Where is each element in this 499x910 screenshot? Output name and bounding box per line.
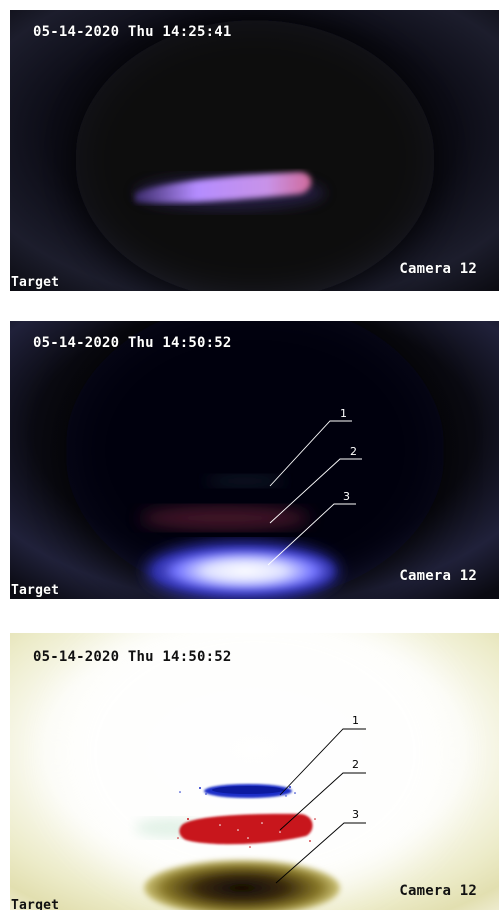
target-label: Target [11, 898, 60, 910]
camera-label: Camera 12 [399, 883, 477, 899]
camera-frame-3-processed: 1 2 3 05-14-2020 Thu 14:50:52 Camera 12 … [10, 633, 499, 910]
camera-frame-1: 05-14-2020 Thu 14:25:41 Camera 12 Target [10, 10, 499, 291]
timestamp: 05-14-2020 Thu 14:50:52 [33, 649, 232, 665]
blue-speckles [179, 786, 296, 797]
callout-line-1 [279, 728, 366, 796]
callout-lines [267, 420, 362, 566]
target-label: Target [11, 583, 60, 598]
callout-lines [275, 728, 366, 884]
callout-number-2: 2 [352, 758, 359, 771]
callout-line-3 [267, 503, 356, 566]
callout-number-3: 3 [352, 808, 359, 821]
callout-number-2: 2 [350, 445, 357, 458]
white-hot-layer [157, 549, 333, 593]
camera-frame-2: 1 2 3 05-14-2020 Thu 14:50:52 Camera 12 … [10, 321, 499, 599]
camera-frame-1-image [10, 10, 499, 291]
camera-frame-2-image [10, 321, 499, 599]
timestamp: 05-14-2020 Thu 14:50:52 [33, 335, 232, 351]
target-label: Target [11, 275, 60, 290]
red-layer [179, 813, 313, 845]
callout-line-3 [275, 822, 366, 884]
callout-line-2 [279, 772, 366, 831]
faint-layer [205, 475, 285, 487]
white-dots [219, 822, 281, 839]
callout-line-1 [269, 420, 352, 487]
plasma-glow [135, 172, 312, 203]
red-layer [140, 506, 310, 530]
camera-label: Camera 12 [399, 568, 477, 584]
callout-number-1: 1 [340, 407, 347, 420]
red-speckles [177, 818, 316, 848]
callout-number-3: 3 [343, 490, 350, 503]
callout-number-1: 1 [352, 714, 359, 727]
camera-label: Camera 12 [399, 261, 477, 277]
timestamp: 05-14-2020 Thu 14:25:41 [33, 24, 232, 40]
dark-layer [144, 860, 340, 910]
camera-frame-3-image [10, 633, 499, 910]
callout-line-2 [269, 458, 362, 524]
